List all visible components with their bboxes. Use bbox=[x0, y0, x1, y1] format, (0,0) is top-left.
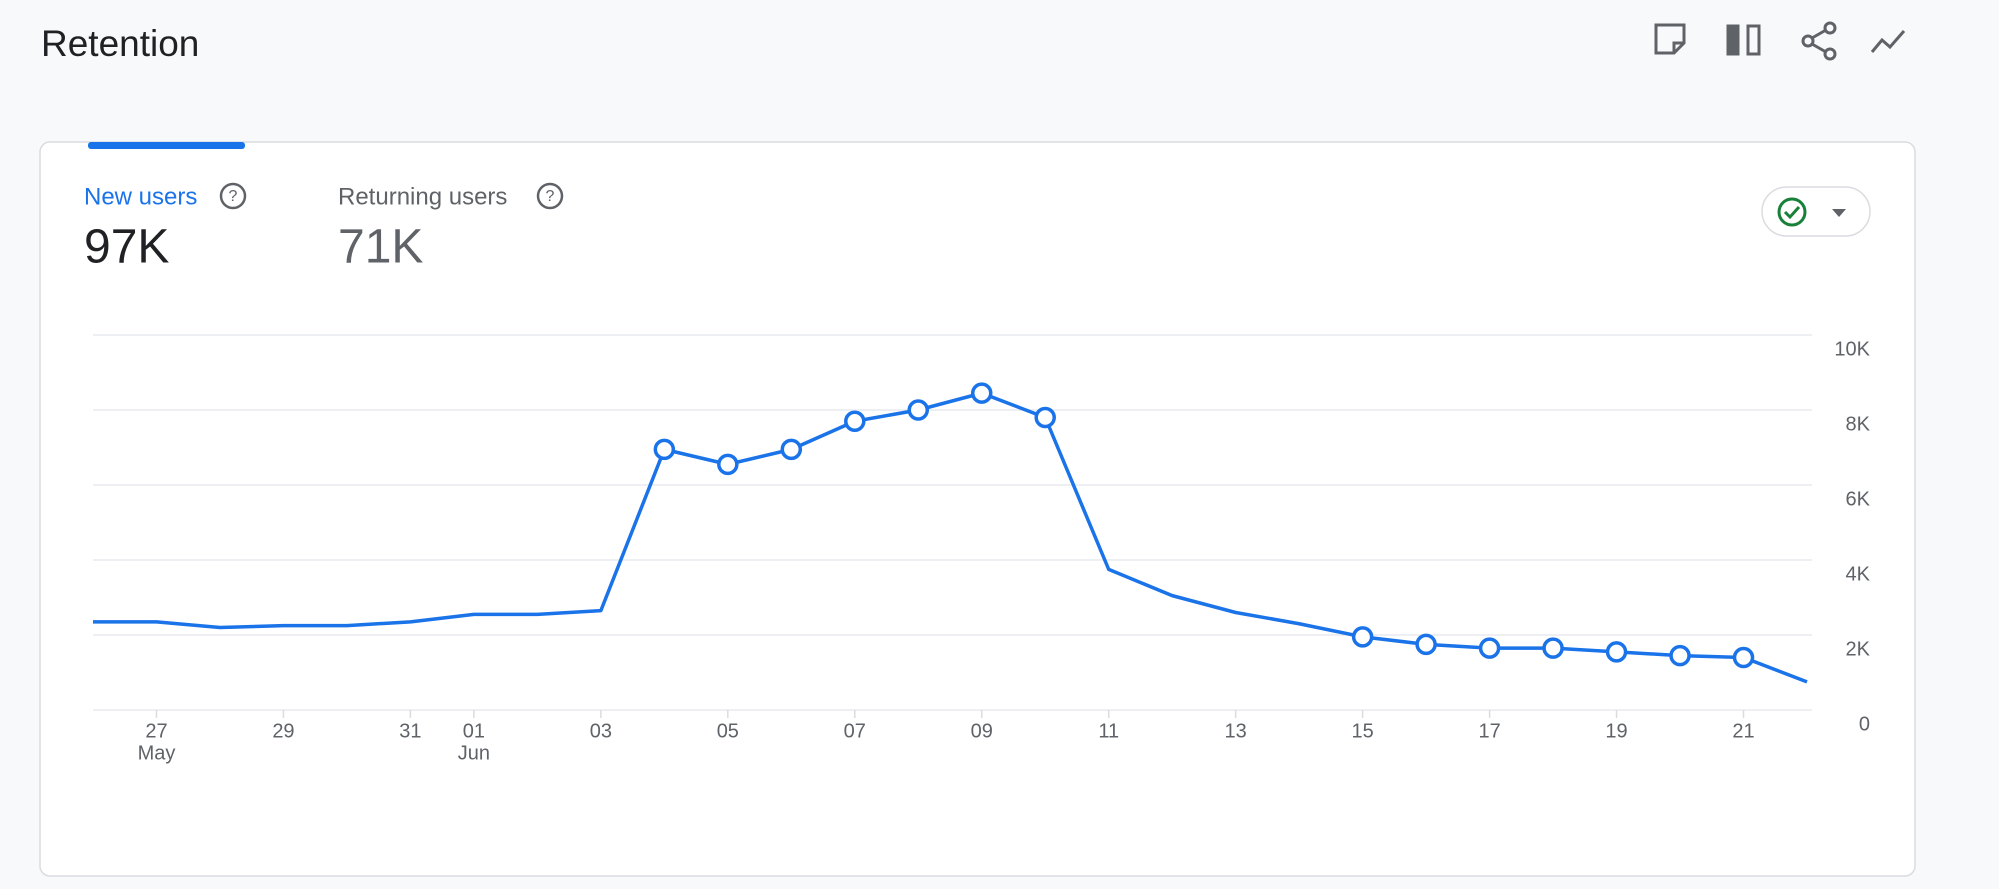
point-marker bbox=[844, 410, 866, 432]
tab[interactable]: Returning users ? 71K bbox=[338, 182, 564, 274]
point-marker bbox=[780, 438, 803, 461]
y-tick-label: 8K bbox=[1846, 413, 1871, 435]
point-marker bbox=[1542, 637, 1564, 659]
help-glyph: ? bbox=[229, 188, 238, 205]
tab[interactable]: New users ? 97K bbox=[84, 182, 247, 274]
y-tick-label: 4K bbox=[1846, 563, 1871, 585]
check-mark bbox=[1783, 205, 1801, 220]
x-tick-label: 11 bbox=[1098, 720, 1119, 742]
tab-label: Returning users bbox=[338, 183, 507, 210]
point-marker bbox=[1669, 644, 1691, 667]
point-marker bbox=[1415, 633, 1437, 656]
help-glyph: ? bbox=[546, 188, 555, 205]
point-marker bbox=[1605, 641, 1628, 663]
x-tick-label: 09 bbox=[971, 720, 993, 742]
line bbox=[93, 391, 1808, 684]
toolbar bbox=[1654, 21, 1906, 61]
x-tick-label: 01 bbox=[463, 720, 485, 742]
x-month-label: Jun bbox=[458, 742, 490, 764]
point-marker bbox=[1732, 646, 1755, 669]
x-tick-label: 15 bbox=[1352, 720, 1374, 742]
active-tab-indicator bbox=[88, 142, 245, 149]
x-tick-label: 21 bbox=[1732, 720, 1754, 742]
tab-value: 71K bbox=[338, 221, 423, 274]
x-tick-label: 31 bbox=[399, 720, 421, 742]
y-tick-label: 0 bbox=[1859, 713, 1870, 735]
point-marker bbox=[717, 453, 739, 476]
insights-icon[interactable] bbox=[1870, 30, 1906, 53]
x-tick-label: 17 bbox=[1478, 720, 1500, 742]
tab-value: 97K bbox=[84, 221, 169, 274]
status-dropdown[interactable] bbox=[1761, 186, 1871, 237]
card bbox=[39, 141, 1916, 877]
x-tick-label: 27 bbox=[145, 720, 167, 742]
y-tick-label: 10K bbox=[1834, 338, 1870, 360]
y-tick-label: 2K bbox=[1846, 638, 1871, 660]
point-marker bbox=[1034, 406, 1056, 429]
x-tick-label: 19 bbox=[1605, 720, 1627, 742]
help-icon[interactable] bbox=[536, 182, 564, 210]
point-marker bbox=[907, 399, 930, 421]
check-icon bbox=[1777, 197, 1807, 227]
compare-icon[interactable] bbox=[1726, 24, 1761, 56]
point-marker bbox=[653, 438, 676, 461]
help-icon[interactable] bbox=[219, 182, 247, 210]
caret bbox=[1832, 209, 1846, 217]
x-tick-label: 13 bbox=[1225, 720, 1247, 742]
share-icon[interactable] bbox=[1801, 21, 1837, 61]
y-tick-label: 6K bbox=[1846, 488, 1871, 510]
point-marker bbox=[970, 382, 993, 404]
x-tick-label: 07 bbox=[844, 720, 866, 742]
point-marker bbox=[1478, 637, 1501, 659]
x-tick-label: 03 bbox=[590, 720, 612, 742]
page-title: Retention bbox=[41, 23, 199, 64]
x-tick-label: 29 bbox=[272, 720, 294, 742]
x-month-label: May bbox=[138, 742, 176, 764]
x-tick-label: 05 bbox=[717, 720, 739, 742]
note-icon[interactable] bbox=[1654, 23, 1686, 55]
tab-label: New users bbox=[84, 183, 197, 210]
point-marker bbox=[1351, 626, 1374, 648]
